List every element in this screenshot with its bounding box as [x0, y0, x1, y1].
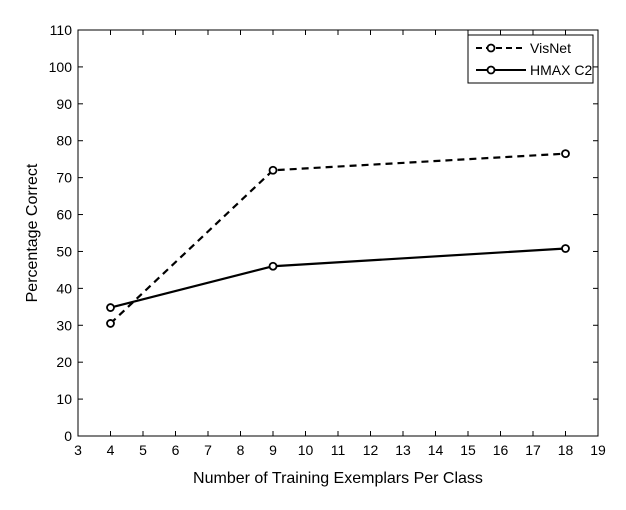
x-tick-label: 11: [331, 442, 346, 458]
series-line-visnet: [109, 152, 566, 325]
x-tick-label: 6: [172, 442, 180, 458]
data-point-visnet: [561, 149, 570, 159]
x-tick-label: 5: [139, 442, 147, 458]
y-tick-label: 30: [56, 317, 72, 333]
x-tick-label: 8: [237, 442, 245, 458]
legend-label-hmax-c2: HMAX C2: [530, 62, 592, 78]
x-tick-label: 7: [204, 442, 212, 458]
plot-frame: [77, 29, 599, 437]
x-tick-label: 15: [460, 442, 476, 458]
x-tick-label: 14: [428, 442, 444, 458]
y-tick-label: 40: [56, 280, 72, 296]
y-tick-label: 70: [56, 170, 72, 186]
legend-marker-visnet: [486, 43, 496, 53]
y-tick-label: 0: [64, 428, 72, 444]
data-point-hmax-c2: [561, 244, 570, 253]
x-tick-label: 10: [298, 442, 314, 458]
x-tick-label: 16: [493, 442, 509, 458]
y-tick-label: 20: [56, 354, 72, 370]
data-point-visnet: [268, 165, 278, 175]
legend-box: [467, 34, 594, 84]
x-axis-ticks: 3 4 5 6 7 8 9 10 11 12 13 14 15 16 17 18 19: [74, 30, 606, 458]
y-tick-label: 60: [56, 207, 72, 223]
x-tick-label: 12: [363, 442, 379, 458]
data-point-visnet: [106, 319, 115, 328]
series-line-hmax-c2: [110, 247, 566, 309]
y-axis-ticks: 0 10 20 30 40 50 60 70 80 90 100 110: [49, 22, 598, 444]
x-tick-label: 19: [590, 442, 606, 458]
x-tick-label: 3: [74, 442, 82, 458]
y-tick-label: 110: [50, 22, 73, 38]
x-tick-label: 9: [269, 442, 277, 458]
x-tick-label: 17: [525, 442, 541, 458]
legend-marker-hmax-c2: [486, 65, 496, 75]
y-tick-label: 10: [56, 391, 72, 407]
x-tick-label: 4: [107, 442, 115, 458]
data-point-hmax-c2: [106, 303, 115, 312]
y-tick-label: 50: [56, 243, 72, 259]
y-tick-label: 80: [56, 133, 72, 149]
y-tick-label: 100: [49, 59, 73, 75]
data-point-hmax-c2: [268, 261, 278, 271]
x-tick-label: 13: [395, 442, 411, 458]
legend-label-visnet: VisNet: [530, 40, 571, 56]
y-tick-label: 90: [56, 96, 72, 112]
legend: VisNet HMAX C2: [467, 34, 594, 84]
x-tick-label: 18: [558, 442, 574, 458]
series-layer: [106, 149, 570, 328]
x-axis-title: Number of Training Exemplars Per Class: [193, 470, 483, 487]
y-axis-title: Percentage Correct: [24, 163, 41, 302]
